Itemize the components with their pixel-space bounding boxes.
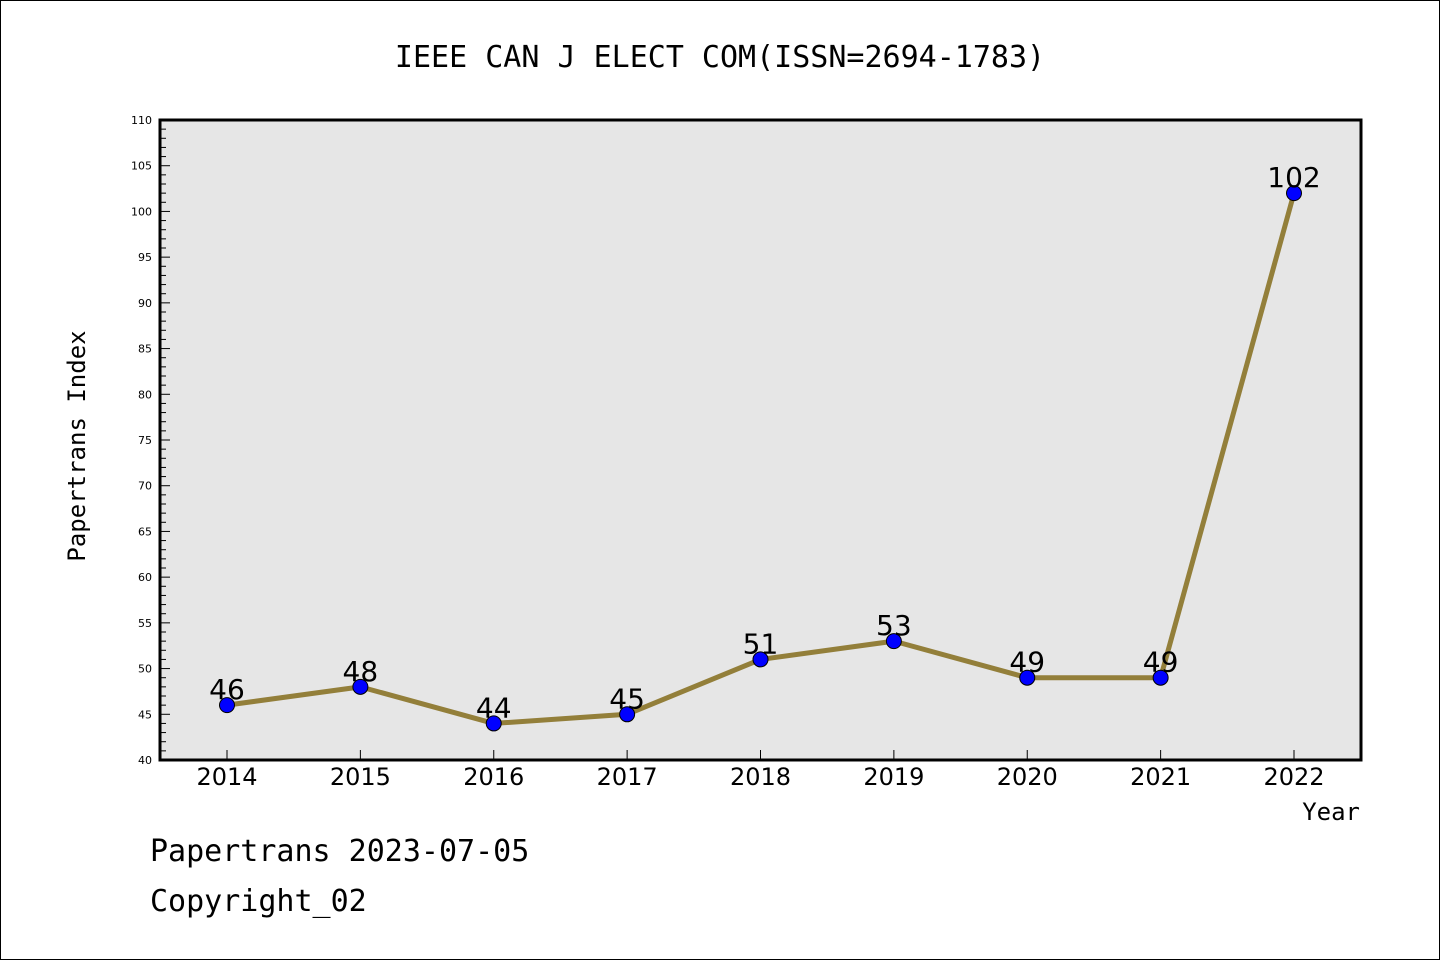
data-point-marker bbox=[885, 633, 902, 650]
y-tick-label: 40 bbox=[138, 754, 152, 767]
x-axis: 2014 2015 2016 2017 2018 2019 2020 2021 2022 bbox=[196, 750, 1325, 791]
y-tick-label: 45 bbox=[138, 708, 152, 721]
x-axis-label: Year bbox=[1302, 798, 1360, 826]
data-point-marker bbox=[219, 697, 235, 714]
x-tick-label: 2018 bbox=[730, 763, 791, 791]
y-tick-label: 55 bbox=[138, 617, 152, 630]
data-point-marker bbox=[1019, 669, 1036, 686]
data-labels: 46 48 44 45 51 53 49 49 102 bbox=[209, 161, 1321, 724]
data-point-label: 53 bbox=[876, 609, 912, 642]
data-markers bbox=[219, 185, 1302, 732]
plot-border bbox=[158, 118, 1363, 762]
data-point-label: 45 bbox=[609, 682, 645, 715]
y-tick-label: 80 bbox=[138, 388, 152, 401]
data-point-marker bbox=[1286, 185, 1302, 202]
footer-copyright: Copyright_02 bbox=[150, 884, 367, 919]
data-point-label: 44 bbox=[476, 691, 512, 724]
x-tick-label: 2016 bbox=[463, 763, 524, 791]
data-point-label: 48 bbox=[343, 655, 379, 688]
data-point-marker bbox=[752, 651, 769, 668]
y-tick-label: 70 bbox=[138, 480, 152, 493]
data-point-label: 49 bbox=[1143, 646, 1179, 679]
data-point-label: 51 bbox=[743, 627, 779, 660]
y-tick-label: 90 bbox=[138, 297, 152, 310]
data-point-marker bbox=[352, 678, 369, 695]
y-axis: 40 45 50 55 60 65 70 75 80 85 90 95 100 105 110 bbox=[131, 114, 170, 767]
y-tick-label: 105 bbox=[131, 160, 152, 173]
y-tick-label: 110 bbox=[131, 114, 152, 127]
data-point-marker bbox=[1152, 669, 1169, 686]
y-tick-label: 50 bbox=[138, 663, 152, 676]
x-tick-label: 2022 bbox=[1263, 763, 1324, 791]
data-point-label: 49 bbox=[1009, 646, 1045, 679]
footer-date: Papertrans 2023-07-05 bbox=[150, 834, 530, 869]
y-tick-label: 60 bbox=[138, 571, 152, 584]
y-tick-label: 95 bbox=[138, 251, 152, 264]
y-tick-label: 65 bbox=[138, 525, 152, 538]
y-tick-label: 85 bbox=[138, 343, 152, 356]
y-tick-label: 75 bbox=[138, 434, 152, 447]
x-tick-label: 2020 bbox=[997, 763, 1058, 791]
y-axis-label: Papertrans Index bbox=[63, 330, 91, 561]
chart-title: IEEE CAN J ELECT COM(ISSN=2694-1783) bbox=[395, 40, 1045, 75]
data-point-label: 46 bbox=[209, 673, 245, 706]
x-tick-label: 2015 bbox=[330, 763, 391, 791]
data-point-marker bbox=[619, 706, 636, 723]
x-tick-label: 2017 bbox=[597, 763, 658, 791]
data-point-marker bbox=[485, 715, 502, 732]
data-point-label: 102 bbox=[1267, 161, 1320, 194]
x-tick-label: 2014 bbox=[196, 763, 257, 791]
x-tick-label: 2021 bbox=[1130, 763, 1191, 791]
x-tick-label: 2019 bbox=[863, 763, 924, 791]
y-tick-label: 100 bbox=[131, 205, 152, 218]
